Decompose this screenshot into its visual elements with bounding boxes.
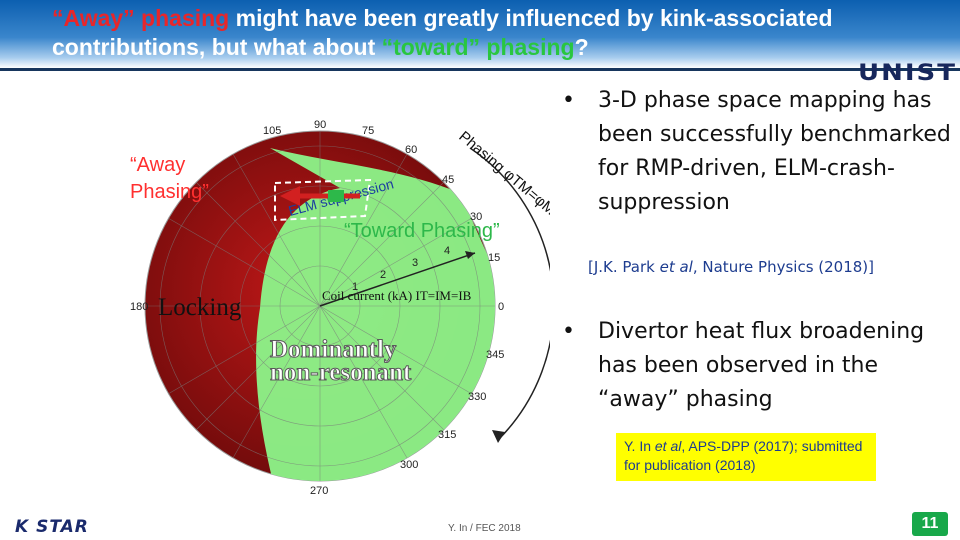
tick-180: 180 <box>130 301 148 313</box>
phase-space-figure: ELM suppression Phasing φTM=φMB 90 75 60… <box>130 119 550 497</box>
tick-270: 270 <box>310 485 328 497</box>
title-bar <box>0 0 960 68</box>
title-away-phrase: “Away” phasing <box>52 5 230 31</box>
green-marker <box>328 190 344 202</box>
phasing-arc <box>469 147 550 439</box>
tick-330: 330 <box>468 391 486 403</box>
title-middle: might have been greatly influenced by ki… <box>52 5 833 60</box>
radial-tick-1: 1 <box>352 281 358 293</box>
tick-345: 345 <box>486 349 504 361</box>
footer-author: Y. In / FEC 2018 <box>448 523 521 534</box>
page-number-badge: 11 <box>912 512 948 536</box>
reference-in: Y. In et al, APS-DPP (2017); submitted f… <box>616 433 876 481</box>
ref2-prefix: Y. In <box>624 438 655 454</box>
locking-label: Locking <box>158 294 242 321</box>
tick-90: 90 <box>314 119 326 131</box>
ref1-suffix: , Nature Physics (2018)] <box>692 258 875 276</box>
ref1-italic: et al <box>659 258 693 276</box>
tick-105: 105 <box>263 125 281 137</box>
radial-tick-4: 4 <box>444 245 450 257</box>
unist-logo: UNIST <box>858 60 958 86</box>
ref2-italic: et al <box>654 438 682 454</box>
title-divider <box>0 68 960 71</box>
tick-30: 30 <box>470 211 482 223</box>
ref1-prefix: [J.K. Park <box>588 258 660 276</box>
bullet-2-text: Divertor heat flux broadening has been o… <box>598 319 925 412</box>
radial-arrowhead <box>465 251 475 259</box>
tick-60: 60 <box>405 144 417 156</box>
ref2-suffix: , APS-DPP (2017); submitted for publicat… <box>624 438 863 473</box>
tick-15: 15 <box>488 252 500 264</box>
radial-arrow <box>319 252 476 307</box>
tick-300: 300 <box>400 459 418 471</box>
reference-park: [J.K. Park et al, Nature Physics (2018)] <box>588 258 874 276</box>
bullet-1-text: 3-D phase space mapping has been success… <box>598 88 951 215</box>
bullet-dot: • <box>562 319 575 344</box>
elm-dashed-box <box>274 178 372 222</box>
phasing-arc-arrowhead <box>492 430 505 443</box>
title-end: ? <box>574 34 589 60</box>
radial-tick-3: 3 <box>412 257 418 269</box>
title-toward-phrase: “toward” phasing <box>381 34 575 60</box>
green-region <box>256 148 495 481</box>
kstar-logo: K STAR <box>15 517 89 537</box>
coil-current-label: Coil current (kA) IT=IM=IB <box>322 288 472 303</box>
toward-phasing-label: “Toward Phasing” <box>344 220 500 242</box>
tick-0: 0 <box>498 301 504 313</box>
dominantly-nonresonant-label: Dominantly non-resonant <box>269 336 412 386</box>
tick-315: 315 <box>438 429 456 441</box>
tick-75: 75 <box>362 125 374 137</box>
red-arrowhead <box>280 186 300 206</box>
bullet-dot: • <box>562 88 575 113</box>
tick-45: 45 <box>442 174 454 186</box>
away-phasing-label: “Away Phasing” <box>130 154 209 203</box>
slide-title: “Away” phasing might have been greatly i… <box>52 4 882 62</box>
radial-tick-2: 2 <box>380 269 386 281</box>
